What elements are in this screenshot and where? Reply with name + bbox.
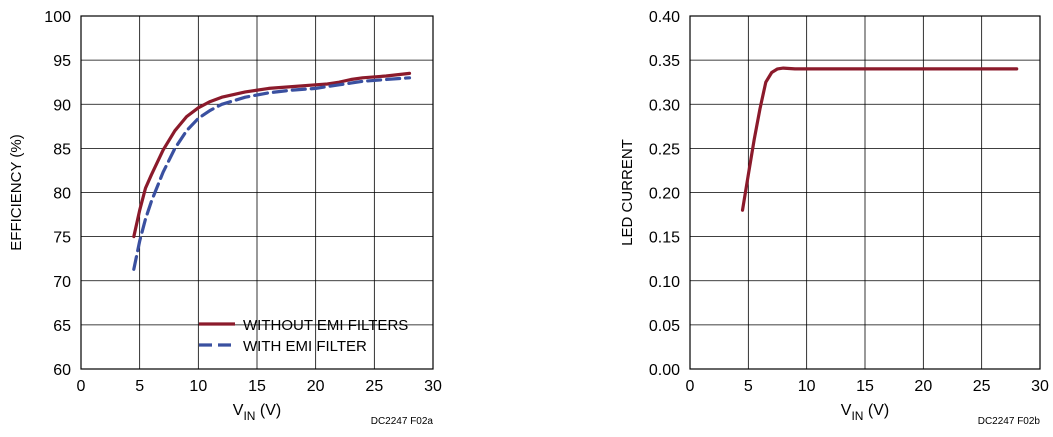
- chart2-x-tick-label-1: 5: [744, 378, 753, 395]
- chart2-x-tick-label-5: 25: [973, 378, 991, 395]
- chart2-y-tick-label-3: 0.15: [649, 230, 680, 247]
- chart2-x-tick-label-2: 10: [798, 378, 816, 395]
- chart1-legend-label-0: WITHOUT EMI FILTERS: [243, 317, 408, 334]
- chart1-x-tick-label-5: 25: [365, 378, 383, 395]
- chart2-y-tick-label-4: 0.20: [649, 186, 680, 203]
- chart1-footnote: DC2247 F02a: [371, 416, 434, 427]
- chart1-x-tick-label-2: 10: [189, 378, 207, 395]
- chart1-y-tick-label-6: 90: [53, 97, 71, 114]
- chart1-series-line-0: [132, 71, 412, 239]
- chart2-plot-frame: [689, 15, 1041, 370]
- chart1-y-tick-label-8: 100: [44, 9, 71, 26]
- chart2-y-tick-label-5: 0.25: [649, 141, 680, 158]
- chart2-y-tick-label-6: 0.30: [649, 97, 680, 114]
- chart2-y-tick-label-7: 0.35: [649, 53, 680, 70]
- chart2-footnote: DC2247 F02b: [978, 416, 1041, 427]
- chart1-y-tick-label-1: 65: [53, 318, 71, 335]
- chart1-x-tick-label-1: 5: [135, 378, 144, 395]
- chart1-x-tick-label-0: 0: [77, 378, 86, 395]
- chart2-y-tick-label-2: 0.10: [649, 274, 680, 291]
- chart1-y-tick-label-2: 70: [53, 274, 71, 291]
- chart2-y-tick-label-1: 0.05: [649, 318, 680, 335]
- chart2-x-tick-label-6: 30: [1031, 378, 1049, 395]
- chart2-y-axis-label: LED CURRENT: [619, 139, 636, 246]
- chart1-y-axis-label: EFFICIENCY (%): [8, 134, 25, 250]
- chart2-x-tick-label-3: 15: [856, 378, 874, 395]
- chart1-plot-frame: [80, 15, 434, 370]
- chart1-x-tick-label-6: 30: [424, 378, 442, 395]
- chart2-x-axis-label: VIN (V): [841, 402, 889, 423]
- chart1-y-tick-label-4: 80: [53, 186, 71, 203]
- chart2-y-tick-label-8: 0.40: [649, 9, 680, 26]
- chart1-x-tick-label-3: 15: [248, 378, 266, 395]
- chart2-x-tick-label-0: 0: [686, 378, 695, 395]
- chart1-y-tick-label-5: 85: [53, 141, 71, 158]
- chart1-y-tick-label-0: 60: [53, 362, 71, 379]
- chart1-y-tick-label-3: 75: [53, 230, 71, 247]
- chart1-legend-label-1: WITH EMI FILTER: [243, 338, 367, 355]
- chart1-y-tick-label-7: 95: [53, 53, 71, 70]
- chart1-series-line-1: [132, 76, 412, 271]
- chart2-y-tick-label-0: 0.00: [649, 362, 680, 379]
- chart1-x-axis-label: VIN (V): [233, 402, 281, 423]
- chart2-x-tick-label-4: 20: [914, 378, 932, 395]
- chart1-x-tick-label-4: 20: [307, 378, 325, 395]
- chart2-series-line-0: [740, 66, 1019, 212]
